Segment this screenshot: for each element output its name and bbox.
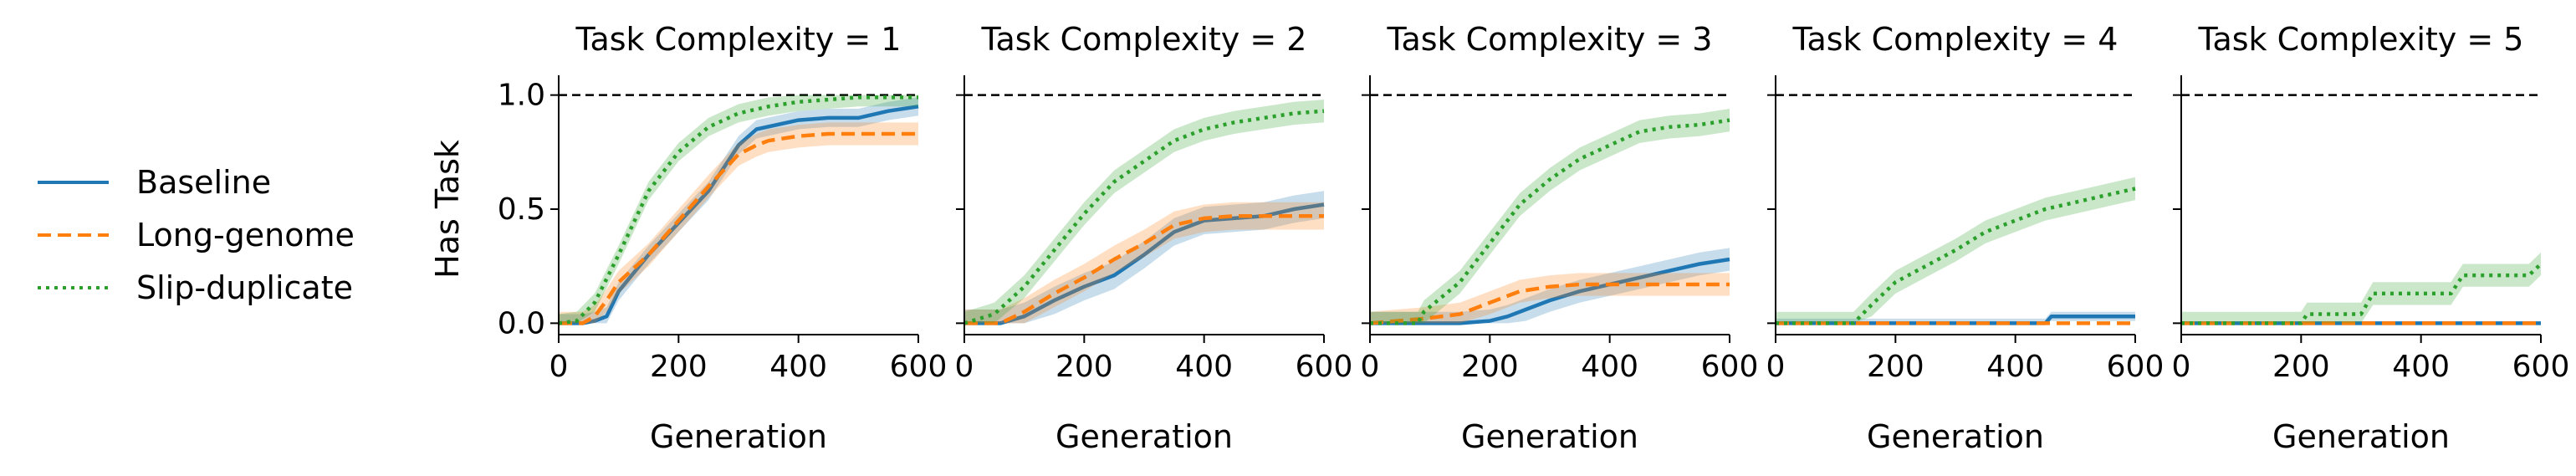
legend-label: Long-genome — [136, 217, 355, 253]
confidence-band-long-genome — [1370, 273, 1730, 324]
x-tick-label: 600 — [890, 350, 948, 384]
chart-panel-1: Task Complexity = 1 0.0 0.5 1.0 0 200 400 600 Ge… — [429, 21, 947, 455]
confidence-band-long-genome — [559, 122, 918, 324]
x-tick-label: 400 — [769, 350, 827, 384]
x-tick-label: 400 — [1581, 350, 1638, 384]
panel-title: Task Complexity = 4 — [1792, 21, 2119, 58]
x-tick-label: 200 — [650, 350, 708, 384]
x-tick-label: 0 — [1766, 350, 1786, 384]
confidence-band-slip-duplicate — [1776, 177, 2135, 324]
x-tick-label: 0 — [1361, 350, 1380, 384]
x-axis-label: Generation — [1867, 418, 2044, 455]
x-tick-label: 600 — [2512, 350, 2570, 384]
x-tick-label: 0 — [549, 350, 569, 384]
x-axis-label: Generation — [1461, 418, 1638, 455]
x-axis-label: Generation — [2272, 418, 2450, 455]
x-tick-label: 200 — [1461, 350, 1519, 384]
chart-panel-2: Task Complexity = 2 0 200 400 600 Generation — [955, 21, 1353, 455]
x-tick-label: 400 — [1986, 350, 2044, 384]
legend-label: Slip-duplicate — [136, 269, 353, 306]
series-line-baseline — [1370, 257, 1730, 325]
confidence-band-slip-duplicate — [559, 95, 918, 324]
series-line-slip-duplicate — [558, 95, 918, 325]
x-axis-label: Generation — [650, 418, 827, 455]
series-line-slip-duplicate — [1370, 118, 1730, 325]
chart-panels: Task Complexity = 1 0.0 0.5 1.0 0 200 400 600 Ge… — [429, 21, 2569, 455]
confidence-band-baseline — [964, 191, 1324, 324]
confidence-band-slip-duplicate — [1370, 109, 1730, 324]
panel-title: Task Complexity = 1 — [575, 21, 902, 58]
legend-label: Baseline — [136, 164, 271, 201]
x-tick-label: 0 — [955, 350, 974, 384]
confidence-band-baseline — [1370, 248, 1730, 324]
x-tick-label: 200 — [1867, 350, 1924, 384]
panel-title: Task Complexity = 2 — [981, 21, 1307, 58]
chart-panel-3: Task Complexity = 3 0 200 400 600 Generation — [1361, 21, 1759, 455]
series-line-long-genome — [559, 131, 918, 325]
x-tick-label: 600 — [1701, 350, 1759, 384]
y-tick-label: 0.0 — [498, 306, 545, 340]
legend: Baseline Long-genome Slip-duplicate — [38, 164, 355, 306]
x-tick-label: 200 — [2272, 350, 2330, 384]
x-tick-label: 600 — [1296, 350, 1353, 384]
chart-panel-5: Task Complexity = 5 0 200 400 600 Generation — [2172, 21, 2570, 455]
confidence-band-slip-duplicate — [2181, 252, 2541, 324]
y-tick-label: 1.0 — [498, 79, 545, 113]
confidence-band-baseline — [559, 97, 918, 324]
x-tick-label: 0 — [2172, 350, 2191, 384]
series-line-baseline — [559, 105, 919, 325]
confidence-band-baseline — [1776, 311, 2135, 324]
chart-panel-4: Task Complexity = 4 0 200 400 600 Generation — [1766, 21, 2165, 455]
x-tick-label: 600 — [2107, 350, 2165, 384]
series-line-long-genome — [964, 213, 1324, 325]
x-axis-label: Generation — [1055, 418, 1233, 455]
x-tick-label: 200 — [1055, 350, 1113, 384]
confidence-band-slip-duplicate — [964, 100, 1324, 324]
series-line-slip-duplicate — [2181, 262, 2543, 325]
series-line-long-genome — [1369, 282, 1730, 325]
panel-title: Task Complexity = 3 — [1387, 21, 1713, 58]
x-tick-label: 400 — [1175, 350, 1233, 384]
series-line-baseline — [1776, 314, 2135, 325]
panel-title: Task Complexity = 5 — [2198, 21, 2524, 58]
y-tick-label: 0.5 — [498, 192, 545, 227]
x-tick-label: 400 — [2392, 350, 2450, 384]
confidence-band-long-genome — [964, 202, 1324, 324]
y-axis-label: Has Task — [429, 140, 466, 279]
